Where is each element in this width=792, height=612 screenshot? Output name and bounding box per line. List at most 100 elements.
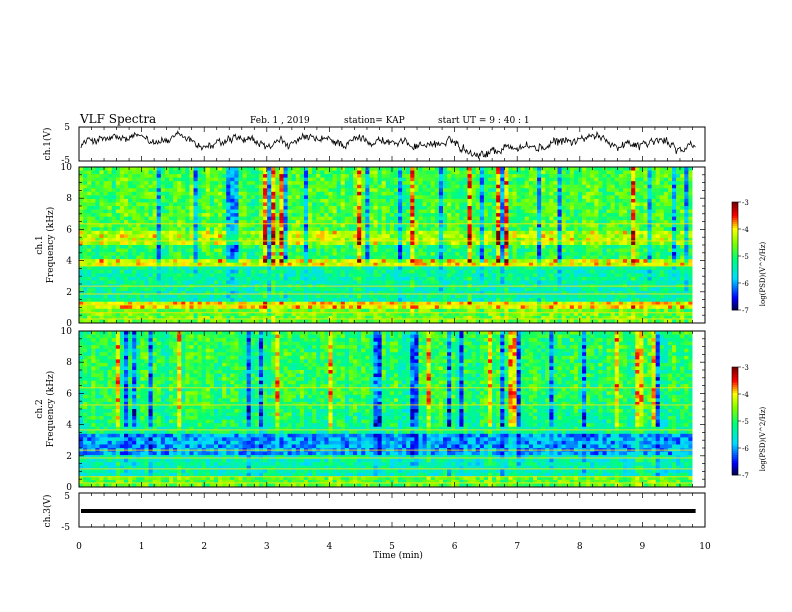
spectrogram-cell (340, 259, 346, 264)
spectrogram-cell (111, 184, 117, 189)
spectrogram-cell (434, 237, 440, 242)
spectrogram-cell (258, 209, 264, 214)
spectrogram-cell (332, 241, 338, 246)
spectrogram-cell (594, 223, 599, 228)
spectrogram-cell (181, 234, 186, 239)
spectrogram-cell (308, 248, 313, 253)
spectrogram-cell (128, 206, 133, 210)
spectrogram-cell (647, 276, 652, 281)
spectrogram-cell (267, 276, 272, 281)
spectrogram-cell (471, 213, 477, 218)
spectrogram-cell (213, 213, 219, 218)
spectrogram-cell (487, 167, 493, 171)
spectrogram-cell (389, 259, 395, 264)
spectrogram-cell (398, 259, 403, 264)
spectrogram-cell (279, 266, 284, 271)
spectrogram-cell (524, 213, 530, 218)
spectrogram-cell (479, 206, 485, 210)
spectrogram-cell (496, 174, 501, 179)
spectrogram-cell (631, 177, 636, 182)
spectrogram-cell (312, 252, 317, 257)
spectrogram-cell (91, 167, 96, 171)
spectrogram-cell (451, 202, 456, 207)
spectrogram-cell (193, 237, 199, 242)
spectrogram-cell (173, 206, 178, 210)
spectrogram-cell (483, 252, 489, 257)
spectrogram-cell (602, 259, 607, 264)
spectrogram-cell (655, 184, 661, 189)
spectrogram-cell (79, 259, 84, 264)
spectrogram-cell (189, 230, 194, 235)
spectrogram-cell (226, 248, 231, 253)
spectrogram-cell (218, 245, 223, 249)
spectrogram-cell (672, 220, 677, 225)
spectrogram-cell (164, 230, 170, 235)
spectrogram-cell (492, 174, 497, 179)
spectrogram-cell (496, 216, 501, 221)
spectrogram-cell (520, 245, 526, 249)
spectrogram-cell (410, 167, 415, 171)
spectrogram-cell (573, 206, 579, 210)
spectrogram-cell (140, 245, 145, 249)
spectrogram-cell (234, 191, 239, 196)
spectrogram-cell (618, 234, 624, 239)
spectrogram-cell (418, 170, 423, 175)
spectrogram-cell (402, 262, 407, 267)
spectrogram-cell (557, 252, 562, 257)
spectrogram-cell (381, 230, 387, 235)
spectrogram-cell (103, 213, 109, 218)
spectrogram-cell (230, 209, 235, 214)
spectrogram-cell (144, 227, 149, 232)
spectrogram-cell (250, 276, 256, 281)
spectrogram-cell (528, 170, 534, 175)
spectrogram-cell (389, 198, 395, 203)
spectrogram-cell (299, 220, 305, 225)
spectrogram-cell (201, 223, 207, 228)
spectrogram-cell (635, 188, 640, 193)
spectrogram-cell (672, 259, 677, 264)
spectrogram-cell (246, 170, 252, 175)
spectrogram-cell (434, 227, 440, 232)
spectrogram-cell (103, 273, 109, 278)
spectrogram-cell (357, 230, 362, 235)
spectrogram-cell (647, 188, 652, 193)
spectrogram-cell (659, 184, 665, 189)
spectrogram-cell (308, 174, 313, 179)
spectrogram-cell (185, 191, 190, 196)
spectrogram-cell (222, 255, 227, 260)
spectrogram-cell (119, 191, 125, 196)
spectrogram-cell (438, 202, 444, 207)
spectrogram-cell (614, 202, 620, 207)
spectrogram-cell (590, 259, 595, 264)
spectrogram-cell (688, 252, 693, 257)
spectrogram-cell (479, 216, 485, 221)
spectrogram-cell (520, 195, 526, 200)
spectrogram-cell (258, 167, 264, 171)
spectrogram-cell (128, 184, 133, 189)
spectrogram-cell (385, 184, 391, 189)
spectrogram-cell (512, 181, 518, 186)
spectrogram-cell (545, 227, 550, 232)
spectrogram-cell (406, 213, 411, 218)
spectrogram-cell (140, 266, 145, 271)
spectrogram-cell (107, 174, 113, 179)
spectrogram-cell (287, 241, 293, 246)
spectrogram-cell (590, 216, 595, 221)
spectrogram-cell (422, 181, 428, 186)
spectrogram-cell (520, 184, 526, 189)
spectrogram-cell (250, 213, 256, 218)
spectrogram-cell (635, 276, 640, 281)
spectrogram-cell (398, 213, 403, 218)
spectrogram-cell (164, 216, 170, 221)
spectrogram-cell (148, 181, 154, 186)
spectrogram-cell (398, 202, 403, 207)
spectrogram-cell (258, 269, 264, 274)
spectrogram-cell (361, 248, 366, 253)
spectrogram-cell (340, 262, 346, 267)
spectrogram-cell (332, 174, 338, 179)
spectrogram-cell (684, 227, 689, 232)
spectrogram-cell (639, 198, 644, 203)
spectrogram-cell (381, 273, 387, 278)
spectrogram-cell (254, 227, 260, 232)
spectrogram-cell (148, 252, 154, 257)
